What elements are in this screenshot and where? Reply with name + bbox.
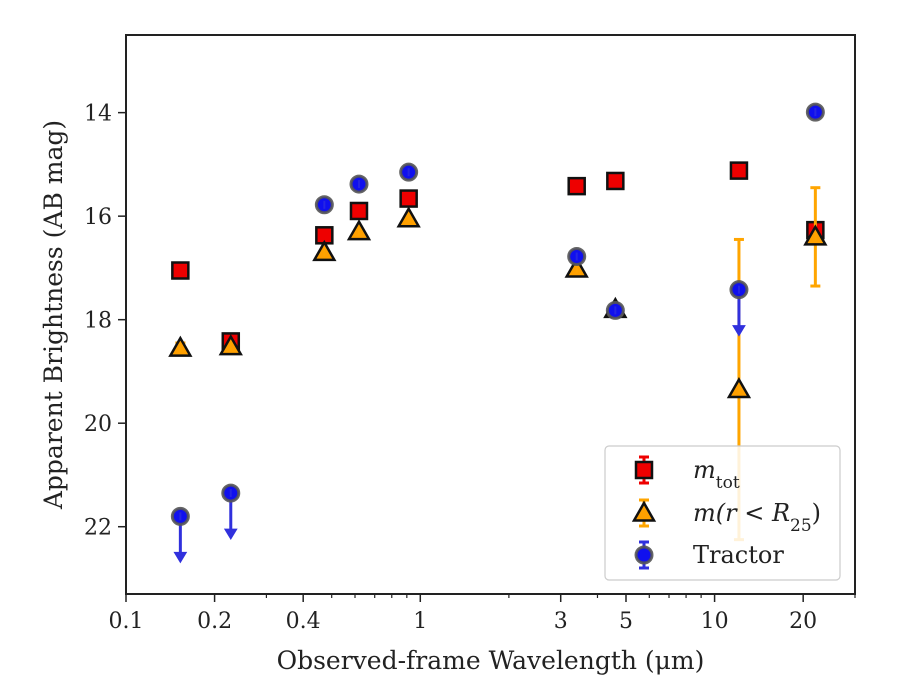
legend-label-mtot: mtot: [693, 456, 740, 493]
x-tick-label: 20: [789, 609, 817, 634]
legend-marker-tractor: [634, 545, 654, 565]
upper-limit-arrow-head: [223, 528, 238, 541]
upper-limit-arrow-head: [732, 325, 746, 337]
x-tick-label: 5: [619, 609, 633, 634]
y-tick-label: 16: [84, 205, 112, 230]
y-tick-label: 22: [84, 516, 112, 541]
legend-box: [604, 445, 841, 581]
y-tick-label: 18: [84, 309, 112, 334]
legend-marker-mtot: [634, 460, 654, 480]
x-tick-label: 1: [413, 609, 427, 634]
legend-label-tractor: Tractor: [693, 541, 784, 569]
y-axis-label: Apparent Brightness (AB mag): [39, 120, 68, 510]
axis-ticks: 0.1 0.2 0.4 1 3 5 10 20 14 16 18 20 22: [84, 102, 817, 634]
x-tick-label: 0.2: [197, 609, 232, 634]
y-tick-label: 14: [84, 102, 112, 127]
upper-limit-arrow-head: [173, 551, 188, 564]
series-tractor: [170, 102, 825, 564]
series-mtot: [171, 161, 825, 351]
legend: mtot m(r < R25) Tractor: [604, 445, 841, 581]
legend-marker-maperture: [631, 500, 657, 522]
x-axis-label: Observed-frame Wavelength (μm): [277, 646, 705, 675]
x-tick-label: 0.1: [109, 609, 144, 634]
x-tick-label: 10: [701, 609, 729, 634]
y-tick-label: 20: [84, 412, 112, 437]
plot-area-frame: [125, 34, 856, 595]
legend-label-maperture: m(r < R25): [693, 499, 821, 536]
x-tick-label: 0.4: [286, 609, 321, 634]
x-tick-label: 3: [554, 609, 568, 634]
